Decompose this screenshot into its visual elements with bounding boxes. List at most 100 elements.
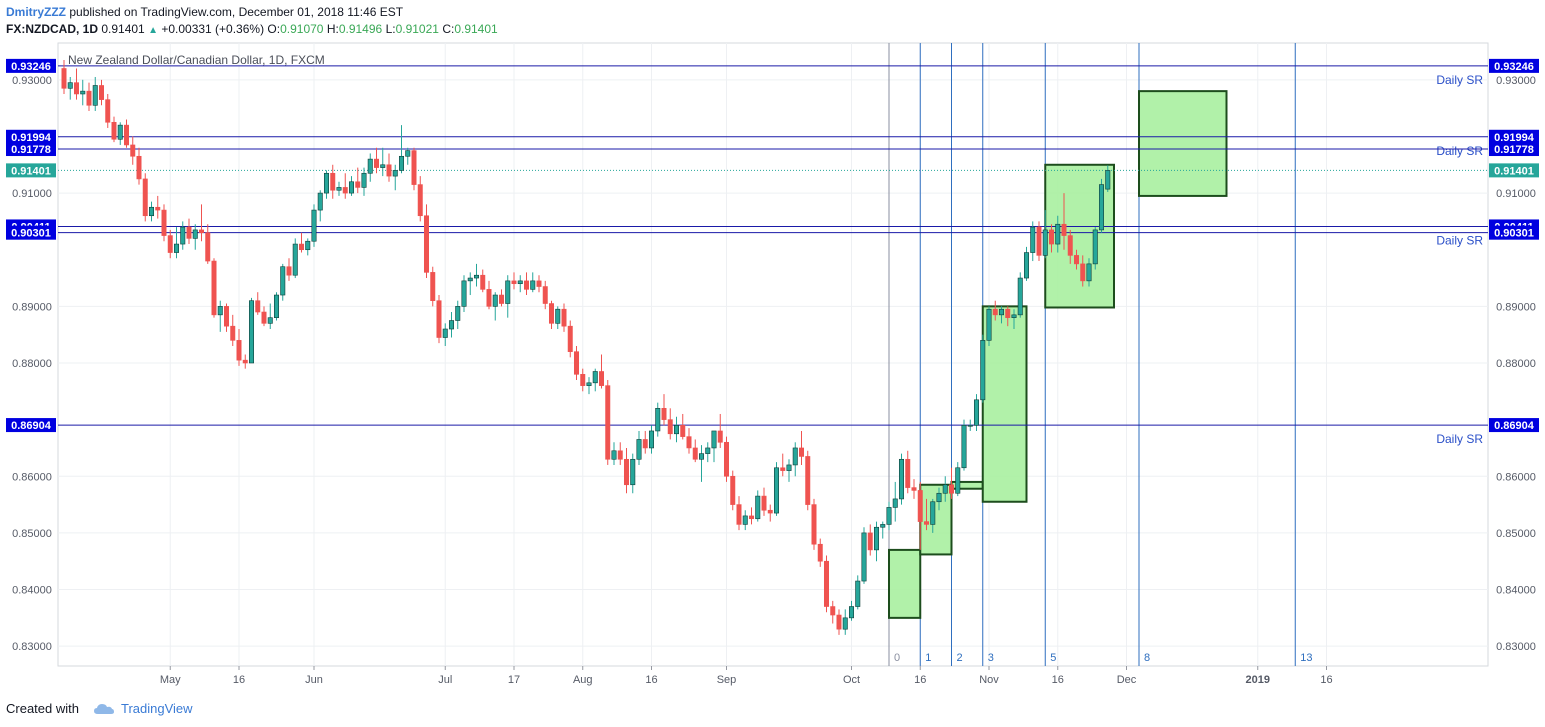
candle-body [836, 614, 842, 630]
x-tick-label: Oct [843, 674, 860, 686]
candle-body [242, 359, 248, 364]
candle-body [617, 450, 623, 460]
sr-price-tag-left-bg [6, 129, 56, 144]
candle-body [323, 172, 329, 194]
candle-body [980, 340, 986, 401]
x-tick-label: Nov [979, 674, 999, 686]
candle-body [249, 300, 255, 364]
candle-body [130, 144, 136, 157]
candle-body [586, 382, 592, 386]
candle-body [1005, 308, 1011, 318]
open-value: 0.91070 [280, 22, 324, 36]
y-tick-label-left: 0.83000 [12, 641, 52, 653]
sr-price-tag-right: 0.91778 [1494, 144, 1534, 156]
candle-body [973, 399, 979, 426]
candle-body [692, 447, 698, 460]
candle-body [167, 235, 173, 253]
sr-tag: Daily SR [1436, 144, 1483, 158]
candle-body [1017, 277, 1023, 316]
y-tick-label-left: 0.85000 [12, 528, 52, 540]
candle-body [211, 260, 217, 316]
sr-price-tag-right-bg [1489, 129, 1539, 144]
tradingview-cloud-icon [93, 703, 114, 714]
candle-body [905, 458, 911, 488]
y-tick-label-left: 0.91000 [12, 188, 52, 200]
candle-body [686, 436, 692, 449]
sr-price-tag-right: 0.86904 [1494, 420, 1535, 432]
candle-body [461, 280, 467, 307]
plot-area[interactable] [57, 42, 1489, 667]
candle-body [1030, 226, 1036, 253]
candle-body [330, 172, 336, 191]
candle-body [936, 492, 942, 503]
y-tick-label-right: 0.91000 [1496, 188, 1536, 200]
candle-body [536, 280, 542, 287]
candle-body [680, 424, 686, 437]
y-tick-label-right: 0.93000 [1496, 75, 1536, 87]
last-price-tag-left: 0.91401 [11, 165, 51, 177]
candle-body [236, 340, 242, 361]
projection-box [888, 548, 922, 619]
candle-body [648, 430, 654, 449]
sr-price-tag-left: 0.93246 [11, 61, 51, 73]
publish-line: DmitryZZZ published on TradingView.com, … [6, 4, 498, 21]
x-tick-label: 16 [233, 674, 245, 686]
sr-price-tag-left: 0.90301 [11, 228, 51, 240]
candle-body [567, 325, 573, 352]
fib-time-zones: 0 1 2 3 5 8 13 [888, 43, 1313, 666]
candle-body [473, 274, 479, 279]
candle-body [267, 317, 273, 324]
footer: Created with TradingView [6, 701, 193, 716]
candle-body [867, 532, 873, 551]
candle-body [336, 187, 342, 191]
x-tick-label: 17 [508, 674, 520, 686]
sr-price-tag-right: 0.93246 [1494, 61, 1534, 73]
sr-price-tag-right-bg [1489, 142, 1539, 157]
candle-body [99, 85, 105, 100]
candle-body [442, 328, 448, 338]
candle-body [880, 524, 886, 528]
candle-body [511, 280, 517, 285]
candle-body [523, 280, 529, 290]
sr-price-tag-right-bg [1489, 58, 1539, 73]
x-tick-label: May [160, 674, 181, 686]
chart-title: New Zealand Dollar/Canadian Dollar, 1D, … [68, 53, 325, 67]
candle-body [667, 419, 673, 435]
candle-body [436, 300, 442, 338]
candle-body [1011, 314, 1017, 318]
fib-time-label: 5 [1050, 652, 1056, 664]
candle-body [792, 447, 798, 466]
y-tick-label-right: 0.88000 [1496, 358, 1536, 370]
candle-body [217, 306, 223, 316]
candle-body [61, 68, 67, 89]
fib-time-label: 3 [988, 652, 994, 664]
y-tick-label-right: 0.83000 [1496, 641, 1536, 653]
candle-body [380, 164, 386, 168]
candle-body [855, 580, 861, 607]
candle-body [1105, 170, 1111, 190]
candle-body [623, 458, 629, 486]
candle-body [1092, 229, 1098, 265]
fib-time-label: 1 [925, 652, 931, 664]
author-link[interactable]: DmitryZZZ [6, 5, 66, 19]
candle-body [273, 294, 279, 318]
ohlc-line: FX:NZDCAD, 1D 0.91401 ▲ +0.00331 (+0.36%… [6, 21, 498, 39]
candle-body [742, 515, 748, 525]
candle-body [530, 280, 536, 290]
candle-body [736, 504, 742, 525]
candle-body [373, 158, 379, 168]
candle-body [124, 124, 130, 146]
candle-body [1042, 229, 1048, 256]
candle-body [367, 158, 373, 174]
tradingview-link[interactable]: TradingView [85, 701, 193, 716]
x-tick-label: 16 [1052, 674, 1064, 686]
candle-body [898, 458, 904, 500]
close-label: C: [442, 22, 455, 36]
sr-price-tag-left-bg [6, 142, 56, 157]
candle-body [842, 617, 848, 630]
candle-body [86, 90, 92, 106]
candle-body [417, 184, 423, 217]
candle-body [780, 467, 786, 471]
